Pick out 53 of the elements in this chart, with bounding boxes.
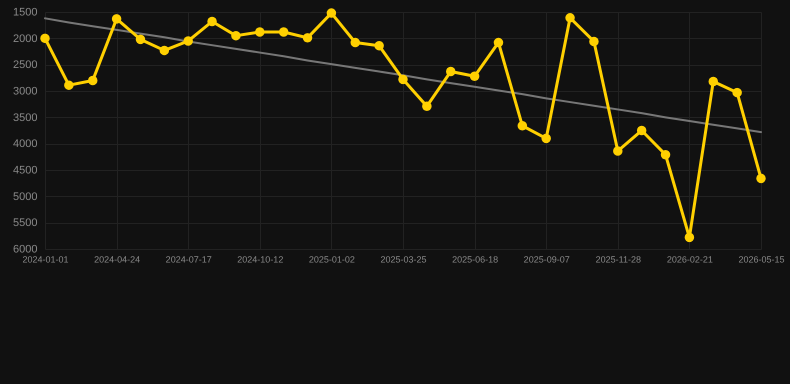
x-tick-label: 2025-06-18: [452, 254, 498, 264]
point: [88, 76, 98, 86]
point: [112, 14, 122, 24]
point: [255, 27, 265, 37]
point: [231, 30, 241, 40]
point: [422, 102, 432, 112]
y-tick-label: 2000: [13, 32, 38, 45]
point: [302, 33, 312, 43]
point: [40, 34, 50, 44]
x-tick-label: 2026-05-15: [738, 254, 785, 264]
x-tick-label: 2025-11-28: [596, 254, 641, 264]
x-tick-label: 2026-02-21: [666, 254, 713, 264]
point: [207, 16, 217, 26]
point: [708, 76, 718, 86]
point: [589, 36, 599, 46]
point: [518, 121, 528, 130]
y-tick-label: 5500: [13, 217, 38, 230]
point: [613, 146, 623, 156]
x-tick-label: 2025-01-02: [308, 254, 355, 264]
point: [136, 34, 146, 44]
point: [684, 232, 694, 242]
point: [565, 13, 575, 23]
y-tick-label: 6000: [13, 244, 38, 256]
y-tick-label: 4000: [13, 138, 38, 150]
y-tick-label: 2500: [13, 59, 38, 72]
point: [756, 174, 766, 184]
point: [278, 27, 288, 37]
y-tick-label: 3500: [13, 112, 38, 124]
x-tick-label: 2025-03-25: [380, 254, 427, 264]
point: [541, 134, 551, 144]
point: [494, 38, 504, 48]
point: [160, 46, 170, 56]
line-series: [44, 17, 762, 134]
x-tick-label: 2024-04-24: [94, 254, 140, 264]
y-tick-label: 5000: [13, 190, 38, 203]
point: [64, 80, 74, 90]
x-tick-label: 2024-07-17: [166, 254, 212, 264]
x-tick-label: 2025-09-07: [524, 254, 570, 264]
point: [326, 8, 336, 18]
point: [446, 66, 456, 76]
x-tick-label: 2024-01-01: [22, 254, 69, 264]
y-tick-label: 1500: [13, 6, 38, 18]
point: [350, 38, 360, 48]
point: [374, 40, 384, 50]
point: [660, 150, 670, 160]
point: [470, 72, 480, 81]
y-tick-label: 4500: [13, 164, 38, 176]
x-tick-label: 2024-10-12: [237, 254, 284, 264]
point: [398, 74, 408, 84]
y-tick-label: 3000: [13, 86, 38, 98]
point: [732, 88, 742, 98]
point: [636, 126, 646, 136]
point: [183, 36, 193, 46]
